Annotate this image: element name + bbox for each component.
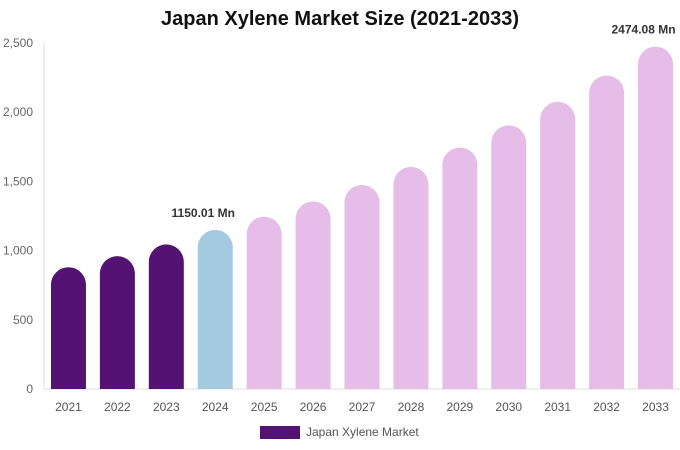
- bar-2024[interactable]: [197, 229, 233, 389]
- x-tick-label: 2022: [104, 400, 131, 414]
- x-axis: 2021 2022 2023 2024 2025 2026 2027 2028 2029 2030…: [44, 388, 680, 414]
- y-axis: 0 500 1,000 1,500 2,000 2,500: [3, 36, 45, 396]
- data-labels: 1150.01 Mn 2474.08 Mn: [172, 23, 676, 220]
- x-tick-label: 2030: [495, 400, 522, 414]
- bar-2032[interactable]: [589, 75, 625, 390]
- x-tick-label: 2023: [153, 400, 180, 414]
- bar-2022[interactable]: [99, 256, 135, 389]
- bar-2021[interactable]: [50, 267, 86, 389]
- y-tick-label: 0: [26, 382, 33, 396]
- x-tick-label: 2024: [202, 400, 229, 414]
- bar-2023[interactable]: [148, 244, 184, 389]
- bar-2025[interactable]: [246, 216, 282, 389]
- x-tick-label: 2026: [300, 400, 327, 414]
- y-tick-label: 1,500: [3, 174, 33, 188]
- data-label-2033: 2474.08 Mn: [612, 23, 676, 37]
- x-tick-label: 2029: [446, 400, 473, 414]
- y-tick-label: 2,000: [3, 105, 33, 119]
- y-tick-label: 2,500: [3, 36, 33, 50]
- bar-2030[interactable]: [491, 125, 527, 389]
- data-label-2024: 1150.01 Mn: [172, 206, 235, 220]
- legend-label: Japan Xylene Market: [306, 425, 419, 439]
- bar-2033[interactable]: [638, 46, 674, 389]
- x-tick-label: 2031: [544, 400, 571, 414]
- x-tick-label: 2032: [593, 400, 620, 414]
- bars: [50, 46, 674, 390]
- bar-2026[interactable]: [295, 201, 331, 389]
- bar-2031[interactable]: [540, 101, 576, 389]
- legend[interactable]: Japan Xylene Market: [260, 425, 419, 439]
- y-tick-label: 1,000: [3, 244, 33, 258]
- y-tick-label: 500: [13, 313, 33, 327]
- chart-title: Japan Xylene Market Size (2021-2033): [161, 8, 519, 30]
- bar-2029[interactable]: [442, 147, 478, 389]
- x-tick-label: 2021: [55, 400, 82, 414]
- bar-2028[interactable]: [393, 166, 429, 389]
- x-tick-label: 2025: [251, 400, 278, 414]
- bar-2027[interactable]: [344, 184, 380, 389]
- x-tick-label: 2028: [398, 400, 425, 414]
- legend-swatch: [260, 425, 300, 439]
- x-tick-label: 2033: [642, 400, 669, 414]
- x-tick-label: 2027: [349, 400, 376, 414]
